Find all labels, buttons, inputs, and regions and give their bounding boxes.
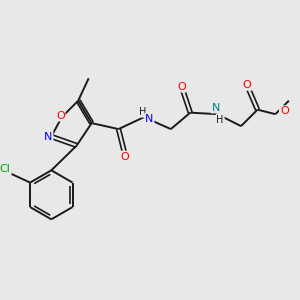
Text: H: H <box>216 115 224 124</box>
Text: O: O <box>243 80 251 90</box>
Text: O: O <box>177 82 186 92</box>
Text: O: O <box>120 152 129 162</box>
Text: N: N <box>44 132 52 142</box>
Text: H: H <box>139 107 146 117</box>
Text: O: O <box>56 111 65 121</box>
Text: O: O <box>280 106 289 116</box>
Text: N: N <box>145 114 154 124</box>
Text: Cl: Cl <box>0 164 11 174</box>
Text: N: N <box>212 103 220 112</box>
